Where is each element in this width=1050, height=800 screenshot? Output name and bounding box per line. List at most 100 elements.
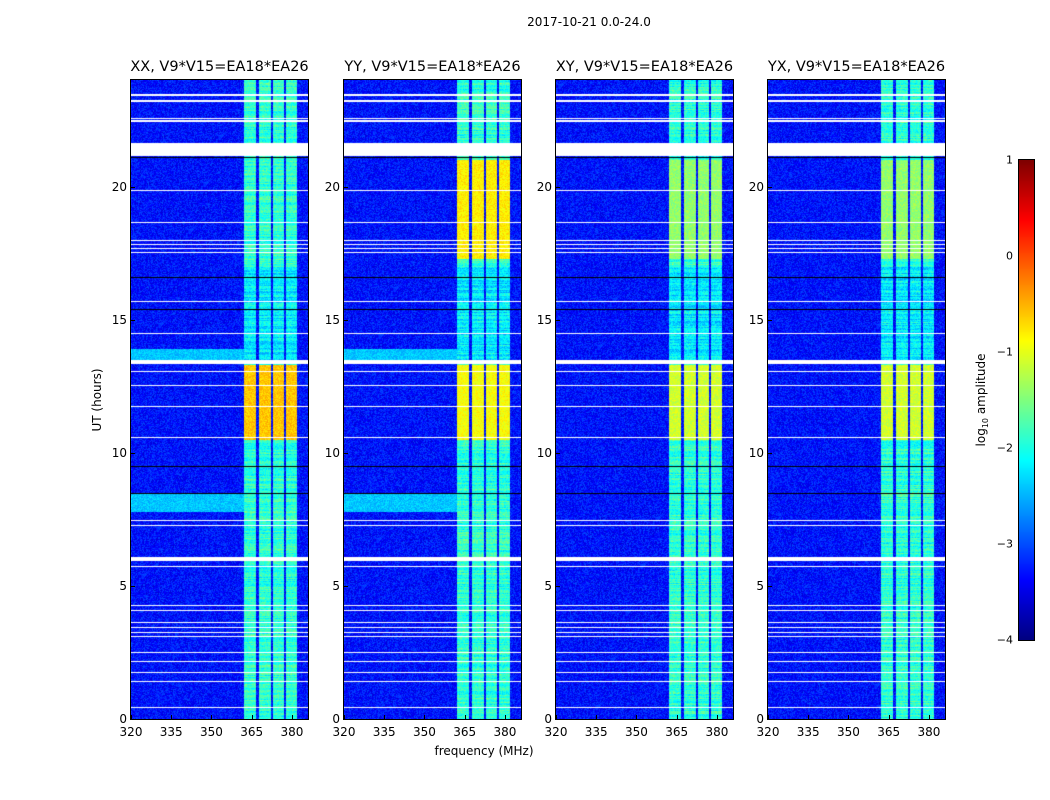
y-tick-label: 20 (111, 179, 127, 194)
x-tick-mark (808, 715, 810, 719)
x-tick-label: 320 (544, 725, 568, 739)
spectrogram-panel-2 (343, 79, 522, 720)
y-tick-label: 15 (536, 312, 552, 327)
x-axis-label: frequency (MHz) (434, 744, 534, 758)
y-tick-label: 20 (748, 179, 764, 194)
x-tick-mark (556, 715, 557, 719)
x-tick-label: 365 (453, 725, 477, 739)
x-tick-label: 350 (413, 725, 436, 739)
x-tick-label: 335 (372, 725, 396, 739)
y-tick-mark (344, 719, 348, 720)
colorbar-tick-label: −3 (996, 537, 1013, 551)
y-tick-label: 0 (544, 712, 552, 726)
y-tick-mark (768, 719, 772, 720)
y-tick-label: 10 (111, 445, 127, 460)
panel-title: YY, V9*V15=EA18*EA26 (344, 59, 521, 75)
y-tick-label: 20 (536, 179, 552, 194)
panel-title: XY, V9*V15=EA18*EA26 (555, 59, 734, 75)
x-tick-label: 335 (159, 725, 183, 739)
x-tick-mark (928, 715, 930, 719)
y-tick-label: 15 (324, 312, 340, 327)
x-tick-label: 320 (119, 725, 143, 739)
y-tick-label: 15 (111, 312, 127, 327)
heatmap-image (344, 80, 521, 719)
spectrogram-panel-3 (555, 79, 734, 720)
y-tick-mark (131, 719, 135, 720)
y-tick-label: 0 (332, 712, 340, 726)
x-tick-label: 365 (240, 725, 264, 739)
x-tick-mark (424, 715, 426, 719)
x-tick-label: 350 (625, 725, 648, 739)
x-tick-label: 320 (332, 725, 356, 739)
y-tick-label: 10 (748, 445, 764, 460)
x-tick-label: 380 (280, 725, 304, 739)
heatmap-image (768, 80, 945, 719)
colorbar-tick-label: 0 (1006, 249, 1013, 263)
y-tick-label: 10 (324, 445, 340, 460)
y-tick-mark (344, 319, 348, 321)
x-tick-mark (211, 715, 213, 719)
x-tick-mark (676, 715, 678, 719)
x-tick-label: 380 (705, 725, 729, 739)
x-tick-label: 335 (796, 725, 820, 739)
x-tick-mark (171, 715, 173, 719)
x-tick-mark (888, 715, 890, 719)
y-tick-mark (344, 452, 348, 454)
x-tick-mark (464, 715, 466, 719)
colorbar-tick-label: −4 (996, 633, 1013, 647)
x-tick-mark (504, 715, 506, 719)
heatmap-image (131, 80, 308, 719)
x-tick-label: 350 (837, 725, 860, 739)
y-tick-mark (344, 186, 348, 188)
y-tick-label: 20 (324, 179, 340, 194)
y-tick-label: 0 (756, 712, 764, 726)
spectrogram-panel-1 (130, 79, 309, 720)
x-tick-mark (344, 715, 345, 719)
y-tick-mark (131, 319, 135, 321)
x-tick-mark (848, 715, 850, 719)
x-tick-mark (131, 715, 132, 719)
panel-title: YX, V9*V15=EA18*EA26 (767, 59, 946, 75)
x-tick-label: 365 (877, 725, 901, 739)
colorbar-tick-label: −2 (996, 441, 1013, 455)
colorbar-tick-label: 1 (1006, 153, 1013, 167)
spectrogram-panel-4 (767, 79, 946, 720)
y-tick-mark (768, 186, 772, 188)
x-tick-label: 335 (584, 725, 608, 739)
x-tick-mark (291, 715, 293, 719)
x-tick-mark (251, 715, 253, 719)
y-tick-mark (131, 585, 135, 587)
panel-title: XX, V9*V15=EA18*EA26 (130, 59, 309, 75)
y-tick-mark (556, 319, 560, 321)
y-tick-label: 5 (332, 578, 340, 593)
x-tick-mark (384, 715, 386, 719)
colorbar (1018, 159, 1035, 641)
colorbar-label: log10 amplitude (973, 353, 991, 447)
y-tick-mark (768, 452, 772, 454)
y-axis-label: UT (hours) (90, 368, 104, 432)
x-tick-label: 380 (493, 725, 517, 739)
y-tick-mark (556, 585, 560, 587)
y-tick-mark (131, 186, 135, 188)
y-tick-mark (556, 186, 560, 188)
x-tick-label: 380 (917, 725, 941, 739)
y-tick-label: 5 (544, 578, 552, 593)
x-tick-mark (768, 715, 769, 719)
colorbar-tick-label: −1 (996, 345, 1013, 359)
heatmap-image (556, 80, 733, 719)
x-tick-mark (596, 715, 598, 719)
x-tick-mark (636, 715, 638, 719)
x-tick-label: 365 (665, 725, 689, 739)
y-tick-mark (556, 452, 560, 454)
y-tick-mark (768, 585, 772, 587)
x-tick-label: 350 (200, 725, 223, 739)
y-tick-mark (131, 452, 135, 454)
y-tick-mark (768, 319, 772, 321)
y-tick-label: 0 (119, 712, 127, 726)
y-tick-label: 5 (756, 578, 764, 593)
y-tick-label: 10 (536, 445, 552, 460)
y-tick-mark (344, 585, 348, 587)
y-tick-label: 15 (748, 312, 764, 327)
figure-title: 2017-10-21 0.0-24.0 (527, 15, 651, 29)
